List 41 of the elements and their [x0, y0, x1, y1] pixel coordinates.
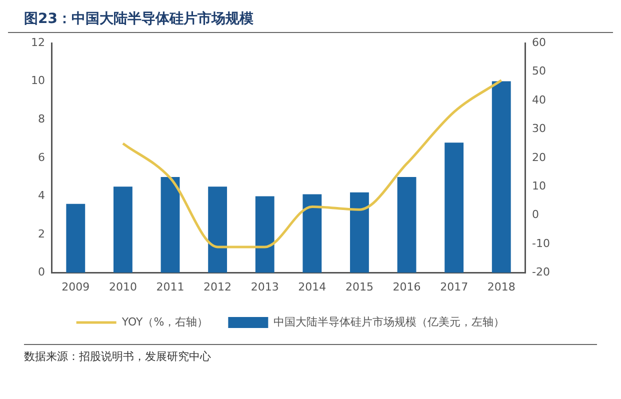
y-tick-label: 8	[38, 112, 45, 126]
y2-tick-label: 0	[532, 208, 540, 222]
y2-tick-label: 50	[532, 64, 546, 78]
legend-label: YOY（%，右轴）	[120, 315, 208, 328]
x-tick-label: 2012	[204, 280, 232, 294]
bar	[492, 81, 511, 273]
y-tick-label: 6	[38, 150, 45, 164]
x-tick-label: 2015	[345, 280, 374, 294]
x-tick-label: 2011	[156, 280, 184, 294]
x-tick-label: 2013	[250, 280, 279, 294]
y-tick-label: 10	[30, 74, 45, 88]
y-tick-label: 0	[38, 266, 45, 279]
y2-tick-label: 10	[532, 179, 546, 192]
bar	[444, 142, 464, 273]
y-tick-label: 12	[30, 36, 45, 49]
x-tick-label: 2010	[108, 280, 137, 294]
legend-label: 中国大陆半导体硅片市场规模（亿美元，左轴）	[274, 315, 505, 328]
y2-tick-label: 60	[532, 36, 546, 49]
source-note: 数据来源：招股说明书，发展研究中心	[24, 349, 212, 364]
line-series	[122, 79, 503, 248]
bar	[302, 194, 322, 273]
y2-tick-label: 20	[532, 150, 546, 164]
bar	[160, 177, 180, 273]
y2-tick-label: -10	[532, 236, 550, 250]
bar	[397, 177, 416, 273]
chart-title: 图23：中国大陆半导体硅片市场规模	[8, 8, 613, 33]
bar	[255, 196, 274, 273]
bar	[208, 186, 228, 273]
y2-tick-label: 40	[532, 93, 546, 106]
bar	[350, 192, 369, 273]
y-tick-label: 2	[38, 227, 45, 240]
x-tick-label: 2016	[392, 280, 421, 294]
x-tick-label: 2009	[62, 280, 90, 294]
x-tick-label: 2017	[440, 280, 468, 294]
y2-tick-label: -20	[532, 266, 550, 279]
y2-tick-label: 30	[532, 122, 546, 136]
bar	[113, 186, 132, 273]
bar	[66, 204, 86, 273]
y-tick-label: 4	[38, 189, 45, 202]
x-tick-label: 2018	[487, 280, 516, 294]
x-tick-label: 2014	[298, 280, 326, 294]
